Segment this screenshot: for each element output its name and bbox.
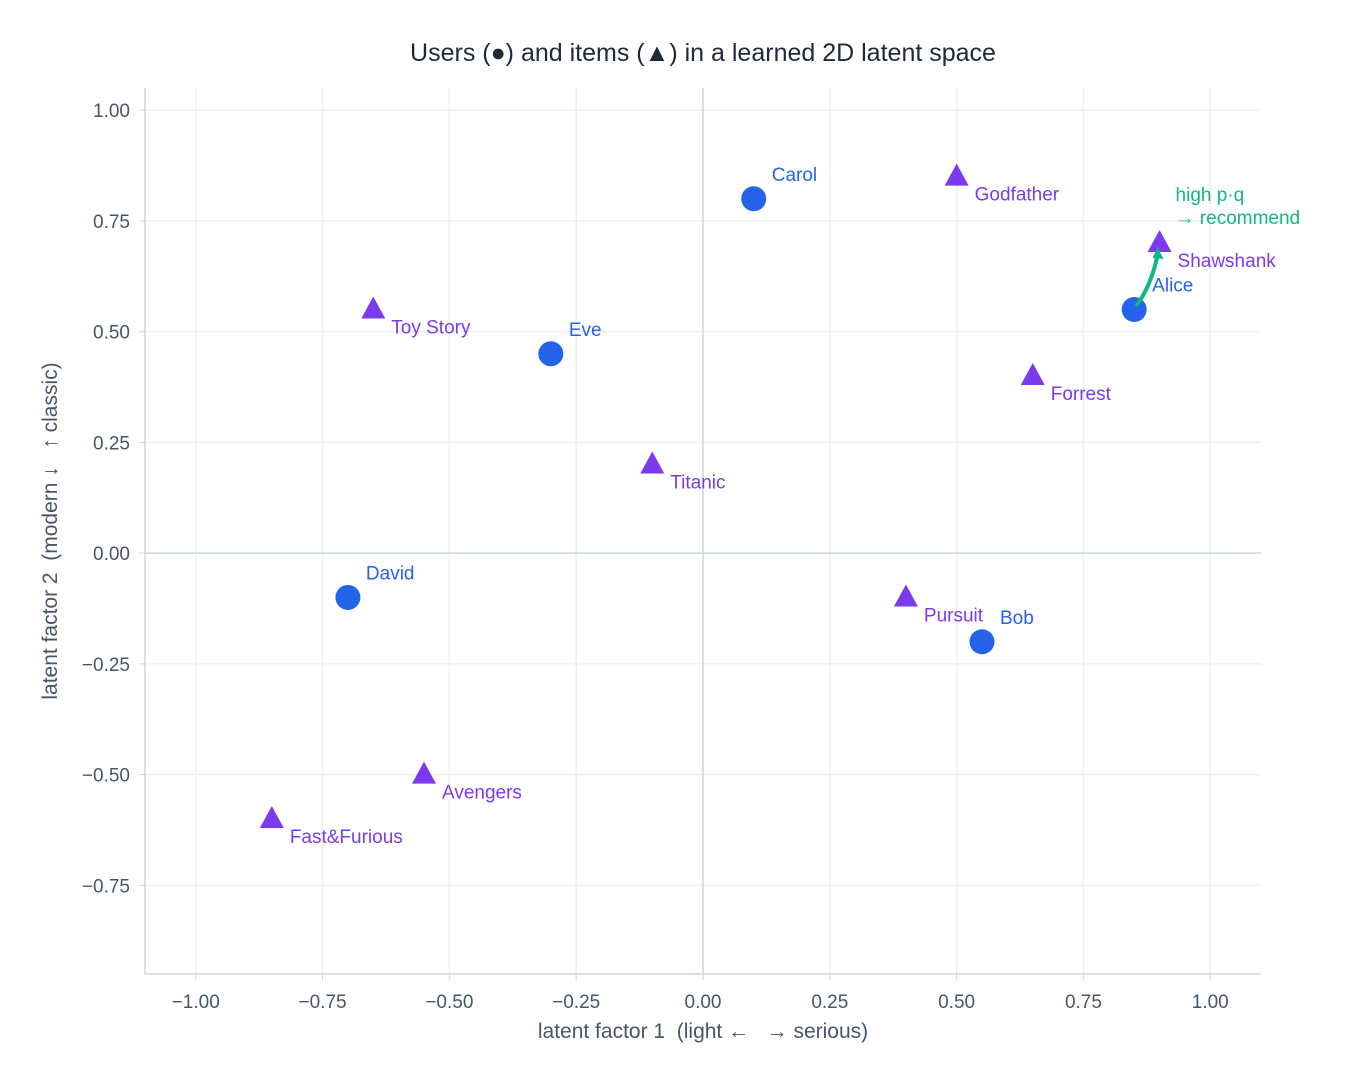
x-tick-label: 0.25 (811, 992, 848, 1013)
item-point-fast-furious (259, 805, 284, 828)
annotation-text: high p·q (1176, 185, 1245, 206)
y-tick-label: −0.75 (82, 876, 130, 897)
item-label: Titanic (670, 473, 725, 494)
user-point-alice (1121, 297, 1147, 322)
chart-title: Users (●) and items (▲) in a learned 2D … (410, 39, 996, 67)
item-point-toy-story (361, 296, 386, 319)
y-tick-label: 0.75 (93, 212, 130, 233)
annotation-arrowhead (1152, 247, 1164, 260)
x-tick-label: 0.50 (938, 992, 975, 1013)
item-point-forrest (1020, 362, 1045, 385)
y-tick-label: 0.25 (93, 433, 130, 454)
item-label: Toy Story (391, 318, 471, 339)
data-marks: Alice Bob Carol David Eve Godfather Shawshank F… (259, 163, 1277, 848)
annotation-arrow (1135, 253, 1160, 307)
item-label: Forrest (1051, 384, 1112, 405)
x-tick-label: 1.00 (1192, 992, 1229, 1013)
item-label: Fast&Furious (290, 827, 403, 848)
x-tick-label: −0.75 (299, 992, 347, 1013)
annotation: high p·q→ recommend (1135, 185, 1301, 307)
x-axis-label: latent factor 1 (light ← → serious) (538, 1020, 868, 1043)
annotation-text: → recommend (1176, 208, 1301, 229)
user-point-bob (969, 629, 995, 655)
user-label: David (366, 563, 415, 584)
item-label: Shawshank (1178, 251, 1277, 272)
x-tick-label: 0.00 (685, 992, 722, 1013)
item-point-shawshank (1147, 230, 1172, 253)
user-label: Carol (772, 165, 817, 186)
axes (139, 88, 1261, 980)
x-tick-label: −0.25 (552, 992, 600, 1013)
user-point-david (335, 584, 361, 610)
user-label: Alice (1152, 276, 1193, 297)
item-point-pursuit (893, 584, 918, 607)
x-tick-label: −0.50 (425, 992, 473, 1013)
user-label: Bob (1000, 608, 1034, 629)
x-tick-label: 0.75 (1065, 992, 1102, 1013)
item-label: Pursuit (924, 605, 984, 626)
item-point-godfather (944, 163, 969, 186)
y-tick-label: 1.00 (93, 101, 130, 122)
y-tick-label: −0.25 (82, 655, 130, 676)
user-label: Eve (569, 320, 602, 341)
item-point-avengers (412, 761, 436, 784)
item-label: Godfather (975, 185, 1060, 206)
x-tick-label: −1.00 (172, 992, 220, 1013)
y-axis-label: latent factor 2 (modern ↓ ↑ classic) (39, 362, 62, 699)
item-point-titanic (640, 451, 665, 474)
item-label: Avengers (442, 783, 522, 804)
user-point-carol (741, 186, 767, 212)
y-tick-label: −0.50 (82, 766, 130, 787)
tick-labels: −1.00 −0.75 −0.50 −0.25 0.00 0.25 0.50 0.75 1.00… (82, 101, 1229, 1013)
user-point-eve (538, 341, 564, 367)
y-tick-label: 0.00 (93, 544, 130, 565)
y-tick-label: 0.50 (93, 323, 130, 344)
